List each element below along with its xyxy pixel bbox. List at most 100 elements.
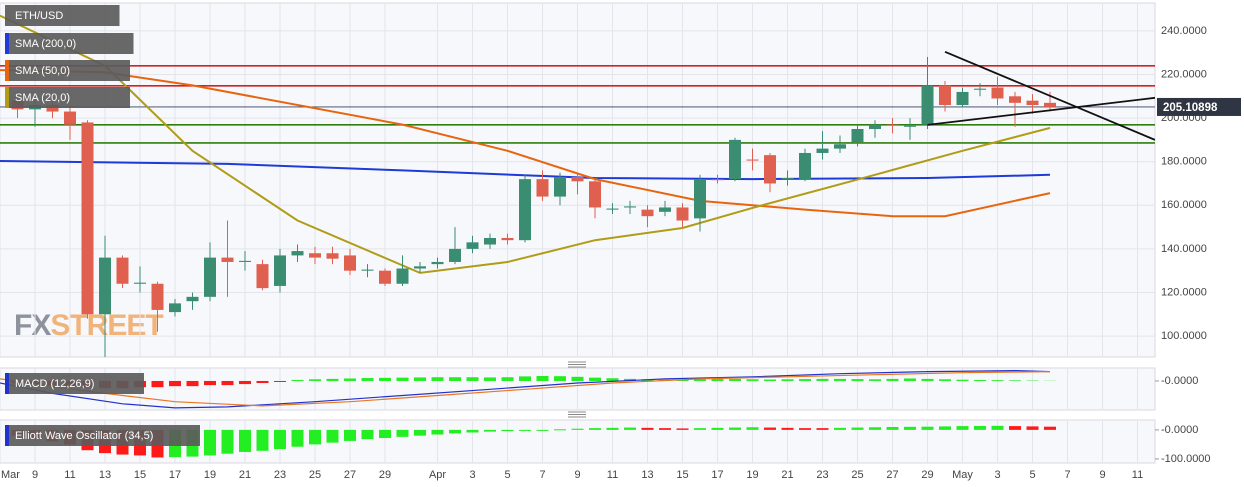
oscillator-bar [729,427,741,430]
histogram-bar [554,376,566,381]
histogram-bar [711,378,724,381]
x-tick-label: 27 [886,469,898,481]
candle-body [256,264,269,289]
candle-body [816,148,829,153]
x-tick-label: 19 [746,469,758,481]
oscillator-bar [239,429,251,452]
panel-grip[interactable] [568,361,586,368]
oscillator-bar [326,429,339,443]
y-tick-label: 240.0000 [1161,25,1207,37]
oscillator-bar [764,427,776,430]
histogram-bar [921,378,934,381]
last-price-label: 205.10898 [1163,102,1218,114]
x-tick-label: 11 [64,469,75,481]
x-tick-label: 21 [781,469,793,481]
candle-body [764,155,776,184]
candle-body [344,255,356,271]
x-tick-label: Mar [1,469,20,481]
y-tick-label: 100.0000 [1161,330,1207,342]
oscillator-bar [309,429,321,445]
candle-body [81,122,94,315]
candle-body [449,248,461,262]
candle-body [869,124,881,129]
histogram-bar [729,378,741,381]
candle-body [1026,100,1039,106]
candle-body [46,105,59,112]
x-tick-label: 11 [607,469,618,481]
legend-item: Elliott Wave Oscillator (34,5) [5,425,200,446]
oscillator-bar [466,429,479,433]
y-tick-label: 120.0000 [1161,286,1207,298]
legend-item: SMA (20,0) [5,87,130,108]
legend-item: SMA (50,0) [5,60,130,81]
candle-body [484,237,496,245]
legend-item: ETH/USD [5,5,120,26]
histogram-bar [694,379,706,381]
trend-line [927,96,1155,126]
panel-grip[interactable] [568,411,586,418]
legend-swatch [5,373,9,394]
histogram-bar [536,375,549,381]
candle-body [921,85,934,125]
candle-body [554,176,566,197]
oscillator-bar [974,425,986,430]
x-tick-label: 25 [851,469,863,481]
oscillator-bar [1044,426,1056,430]
candle-body [676,207,689,221]
candle-body [186,296,199,302]
x-tick-label: May [952,469,973,481]
histogram-bar [309,379,321,381]
oscillator-bar [396,429,409,437]
oscillator-bar [851,427,864,430]
oscillator-bar [816,428,829,430]
oscillator-bar [869,427,881,430]
oscillator-bar [746,427,759,430]
oscillator-bar [1026,426,1039,430]
legend-box [5,60,130,81]
last-price-box [1157,97,1241,116]
candle-body [291,251,304,256]
y-tick-label: -0.0000 [1161,424,1198,436]
candle-body [116,257,129,284]
last-price-tag: 205.10898 [1157,97,1241,116]
legend-label: ETH/USD [15,10,63,22]
histogram-bar [274,380,286,382]
histogram-bar [974,379,986,381]
x-tick-label: 17 [169,469,181,481]
candle-body [606,208,619,210]
legend-swatch [5,33,9,54]
oscillator-bar [904,426,916,430]
candle-body [624,206,636,208]
oscillator-bar [711,427,724,430]
x-tick-label: 7 [1064,469,1070,481]
oscillator-bar [571,428,584,430]
x-tick-label: 13 [99,469,111,481]
histogram-bar [816,378,829,381]
oscillator-bar [501,429,514,432]
candle-body [1009,96,1021,103]
oscillator-bar [641,427,654,430]
x-tick-label: 29 [379,469,391,481]
oscillator-bar [519,429,531,431]
histogram-bar [939,379,951,381]
legend-box [5,33,134,54]
oscillator-bar [676,428,689,430]
sma-line [0,160,1051,181]
oscillator-bar [344,429,356,441]
oscillator-bar [1009,426,1021,430]
oscillator-bar [274,429,286,450]
watermark-fx: FX [14,309,51,342]
legend-item: SMA (200,0) [5,33,134,54]
macd-line [0,371,1051,407]
sma-line [0,69,1051,218]
oscillator-bar [221,429,234,454]
x-tick-label: 15 [134,469,146,481]
legend-box [5,425,200,446]
candle-body [834,144,846,149]
candle-body [711,179,724,181]
oscillator-bar [991,425,1004,430]
oscillator-bar [256,429,269,451]
candle-body [414,266,426,269]
oscillator-bar [589,428,601,430]
